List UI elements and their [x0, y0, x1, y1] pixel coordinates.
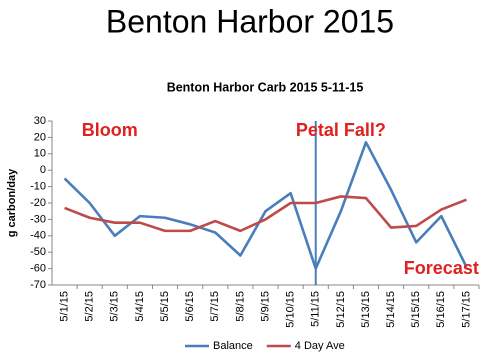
y-tick-label: -50 [30, 246, 46, 258]
x-tick-label: 5/1/15 [58, 291, 70, 322]
legend-label: Balance [213, 340, 253, 352]
y-tick-label: -20 [30, 197, 46, 209]
legend-label: 4 Day Ave [295, 340, 345, 352]
y-tick-label: -70 [30, 279, 46, 291]
x-tick-label: 5/12/15 [335, 291, 347, 328]
x-tick-label: 5/6/15 [184, 291, 196, 322]
y-tick-label: 0 [40, 164, 46, 176]
x-tick-label: 5/7/15 [209, 291, 221, 322]
slide-title: Benton Harbor 2015 [106, 3, 394, 39]
x-tick-label: 5/10/15 [285, 291, 297, 328]
series-line [63, 141, 468, 270]
y-tick-label: 20 [34, 131, 46, 143]
x-tick-label: 5/5/15 [159, 291, 171, 322]
x-tick-label: 5/15/15 [410, 291, 422, 328]
x-tick-label: 5/4/15 [134, 291, 146, 322]
y-tick-label: -30 [30, 213, 46, 225]
x-tick-label: 5/14/15 [385, 291, 397, 328]
x-tick-label: 5/17/15 [460, 291, 472, 328]
annotation: Bloom [82, 120, 138, 140]
x-tick-label: 5/9/15 [259, 291, 271, 322]
chart-title: Benton Harbor Carb 2015 5-11-15 [167, 80, 364, 94]
x-tick-label: 5/3/15 [109, 291, 121, 322]
y-tick-label: 30 [34, 115, 46, 127]
x-tick-label: 5/11/15 [310, 291, 322, 327]
y-tick-label: -10 [30, 181, 46, 193]
x-tick-label: 5/16/15 [435, 291, 447, 328]
y-tick-label: -40 [30, 230, 46, 242]
y-axis-label: g carbon/day [6, 168, 18, 237]
annotation: Petal Fall? [296, 120, 386, 140]
x-tick-label: 5/2/15 [84, 291, 96, 322]
x-tick-label: 5/8/15 [234, 291, 246, 322]
y-tick-label: 10 [34, 148, 46, 160]
y-tick-label: -60 [30, 263, 46, 275]
series-line [64, 195, 467, 233]
x-tick-label: 5/13/15 [360, 291, 372, 328]
annotation: Forecast [404, 258, 479, 278]
